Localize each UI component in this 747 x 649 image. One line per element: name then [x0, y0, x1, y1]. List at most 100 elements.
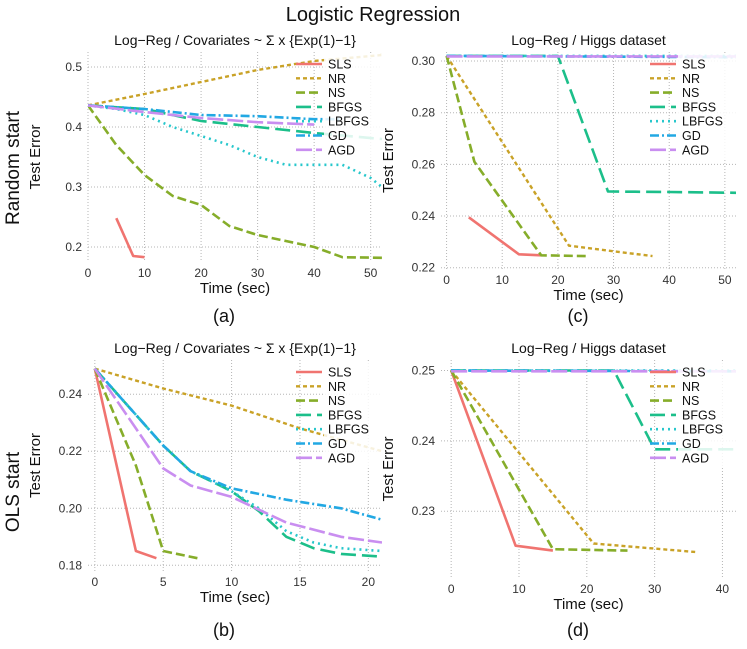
panel-c: 0 10 20 30 40 50 0.22 0.24 0.26 0.28 0.30 Log−Reg /… [380, 32, 740, 304]
x-tick-label: 0 [85, 266, 92, 280]
y-tick-label: 0.2 [65, 240, 82, 254]
y-tick-label: 0.24 [412, 209, 436, 223]
legend-label-agd: AGD [682, 451, 709, 465]
y-axis-label: Test Error [380, 128, 397, 193]
y-tick-label: 0.24 [59, 387, 83, 401]
legend-label-lbfgs: LBFGS [682, 423, 723, 437]
panel-tag-a: (a) [213, 306, 235, 326]
panel-a: 0 10 20 30 40 50 0.2 0.3 0.4 0.5 Log−Reg / Covaria… [27, 32, 386, 297]
y-tick-label: 0.22 [59, 444, 83, 458]
series-line-lbfgs [88, 104, 382, 189]
x-axis-label: Time (sec) [553, 596, 623, 613]
y-tick-label: 0.5 [65, 60, 82, 74]
chart-title: Log−Reg / Covariates ~ Σ x {Exp(1)−1} [114, 340, 356, 356]
x-tick-label: 30 [251, 266, 265, 280]
series-line-nr [450, 369, 696, 554]
y-tick-label: 0.18 [59, 558, 83, 572]
y-tick-label: 0.22 [412, 261, 436, 275]
series-line-ns [93, 368, 198, 560]
figure-title: Logistic Regression [286, 4, 461, 26]
legend-label-bfgs: BFGS [682, 408, 716, 422]
y-tick-label: 0.24 [412, 434, 436, 448]
legend-label-nr: NR [328, 72, 346, 86]
x-tick-label: 0 [443, 273, 450, 287]
legend-label-gd: GD [328, 129, 347, 143]
legend-label-ns: NS [682, 394, 699, 408]
legend-label-sls: SLS [328, 58, 352, 72]
series-line-gd [93, 367, 382, 521]
x-tick-label: 10 [225, 575, 239, 589]
legend-background [324, 54, 386, 161]
panel-d: 0 10 20 30 40 0.23 0.24 0.25 Log−Reg / Higgs dat… [380, 340, 740, 613]
y-tick-label: 0.4 [65, 120, 82, 134]
y-tick-label: 0.23 [412, 504, 436, 518]
chart-title: Log−Reg / Covariates ~ Σ x {Exp(1)−1} [114, 32, 356, 48]
x-tick-label: 5 [160, 575, 167, 589]
legend-background [324, 362, 386, 469]
legend-label-sls: SLS [682, 366, 706, 380]
x-tick-label: 15 [293, 575, 307, 589]
legend-label-lbfgs: LBFGS [682, 115, 723, 129]
legend-label-agd: AGD [682, 143, 709, 157]
row-label-ols-start: OLS start [3, 451, 24, 532]
y-tick-label: 0.26 [412, 157, 436, 171]
y-axis-label: Test Error [27, 433, 44, 498]
panel-b: 0 5 10 15 20 0.18 0.20 0.22 0.24 Log−Reg / Covari… [27, 340, 386, 606]
legend-label-gd: GD [328, 437, 347, 451]
series-group [449, 369, 736, 554]
legend-label-sls: SLS [682, 58, 706, 72]
x-axis-label: Time (sec) [200, 280, 270, 297]
y-tick-label: 0.3 [65, 180, 82, 194]
legend-label-bfgs: BFGS [328, 408, 362, 422]
y-axis-label: Test Error [27, 124, 44, 189]
legend-label-ns: NS [328, 394, 345, 408]
x-axis-label: Time (sec) [553, 287, 623, 304]
panel-tag-c: (c) [568, 306, 589, 326]
series-line-agd [93, 367, 382, 544]
series-line-gd [88, 104, 343, 121]
x-tick-label: 50 [718, 273, 732, 287]
series-line-nr [94, 367, 382, 453]
x-tick-label: 40 [716, 582, 730, 596]
x-tick-label: 10 [496, 273, 510, 287]
legend-label-lbfgs: LBFGS [328, 115, 369, 129]
series-line-sls [115, 217, 145, 259]
x-tick-label: 0 [91, 575, 98, 589]
legend-label-agd: AGD [328, 451, 355, 465]
series-group [445, 54, 736, 258]
series-line-agd [88, 104, 315, 126]
x-tick-label: 30 [648, 582, 662, 596]
x-tick-label: 20 [580, 582, 594, 596]
x-tick-label: 40 [663, 273, 677, 287]
y-tick-label: 0.25 [412, 364, 436, 378]
chart-title: Log−Reg / Higgs dataset [511, 340, 666, 356]
x-axis-label: Time (sec) [200, 589, 270, 606]
y-tick-label: 0.28 [412, 106, 436, 120]
series-line-ns [445, 55, 586, 258]
legend-label-agd: AGD [328, 143, 355, 157]
y-axis-label: Test Error [380, 436, 397, 501]
series-line-nr [445, 55, 653, 258]
x-tick-label: 10 [512, 582, 526, 596]
series-group [93, 367, 382, 560]
legend-label-ns: NS [682, 86, 699, 100]
panel-tag-b: (b) [213, 620, 235, 640]
legend-label-nr: NR [682, 380, 700, 394]
x-tick-label: 20 [362, 575, 376, 589]
x-tick-label: 20 [551, 273, 565, 287]
x-tick-label: 30 [607, 273, 621, 287]
series-line-ns [450, 369, 628, 552]
y-tick-label: 0.20 [59, 501, 83, 515]
legend-background [678, 362, 740, 469]
series-line-sls [449, 370, 554, 552]
legend-label-sls: SLS [328, 366, 352, 380]
x-tick-label: 40 [307, 266, 321, 280]
legend-background [678, 54, 740, 161]
legend-label-bfgs: BFGS [328, 100, 362, 114]
legend-label-gd: GD [682, 437, 701, 451]
